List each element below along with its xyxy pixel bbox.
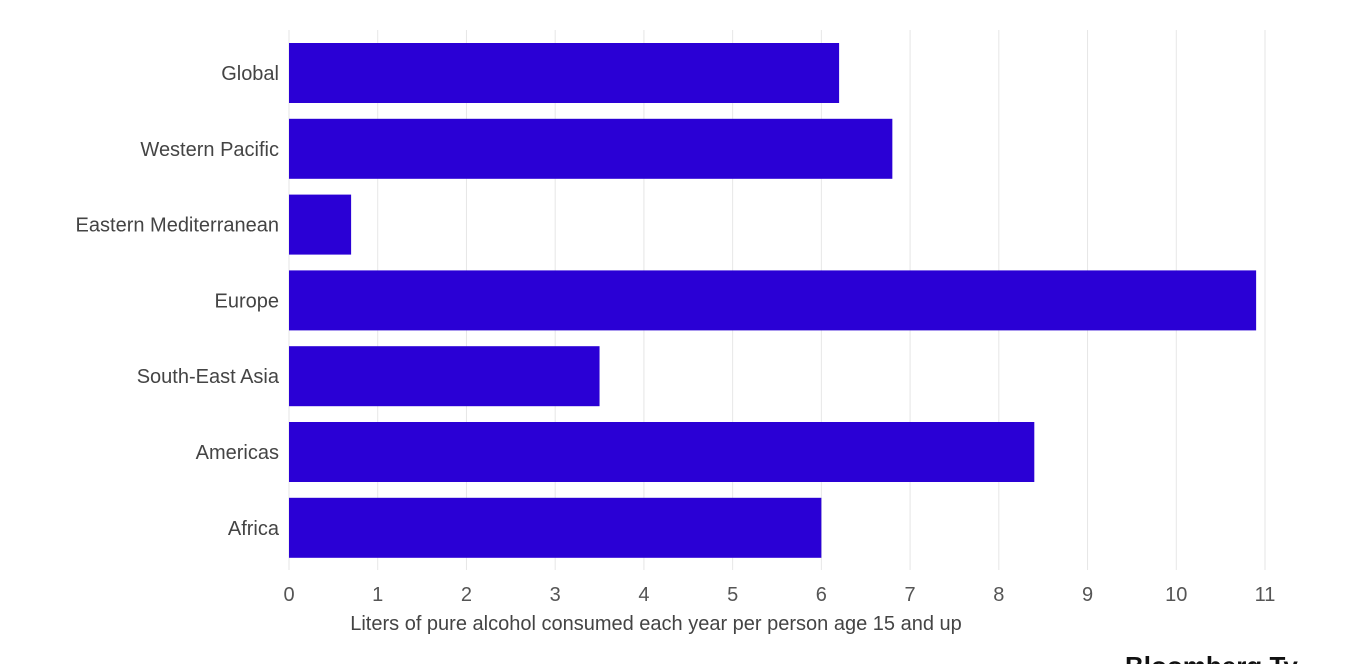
category-label-western-pacific: Western Pacific	[140, 139, 279, 161]
bar-eastern-mediterranean	[289, 194, 352, 255]
bar-africa	[289, 497, 822, 558]
x-tick-label-9: 9	[1082, 584, 1093, 606]
footer-brand-text: Bloomberg Ty	[1125, 651, 1298, 664]
category-label-global: Global	[221, 63, 279, 85]
x-tick-label-0: 0	[283, 584, 294, 606]
bar-global	[289, 43, 840, 103]
x-tick-label-11: 11	[1255, 584, 1276, 606]
bar-western-pacific	[289, 118, 893, 179]
x-tick-label-2: 2	[461, 584, 472, 606]
x-tick-labels: 0 1 2 3 4 5 6 7 8 9 10 11	[283, 584, 1275, 606]
x-tick-label-3: 3	[550, 584, 561, 606]
x-tick-label-10: 10	[1165, 584, 1187, 606]
x-tick-label-7: 7	[905, 584, 916, 606]
bars	[289, 43, 1257, 558]
x-axis-title: Liters of pure alcohol consumed each yea…	[350, 613, 962, 635]
x-tick-label-8: 8	[993, 584, 1004, 606]
category-label-south-east-asia: South-East Asia	[137, 366, 280, 388]
category-label-europe: Europe	[215, 290, 280, 312]
bar-europe	[289, 270, 1257, 331]
x-tick-label-6: 6	[816, 584, 827, 606]
category-labels: Global Western Pacific Eastern Mediterrane…	[76, 63, 280, 540]
bar-americas	[289, 422, 1035, 482]
category-label-eastern-mediterranean: Eastern Mediterranean	[76, 215, 279, 237]
x-tick-label-5: 5	[727, 584, 738, 606]
category-label-africa: Africa	[228, 518, 280, 540]
bar-south-east-asia	[289, 346, 600, 407]
x-tick-label-1: 1	[372, 584, 383, 606]
x-tick-label-4: 4	[638, 584, 649, 606]
category-label-americas: Americas	[196, 442, 279, 464]
